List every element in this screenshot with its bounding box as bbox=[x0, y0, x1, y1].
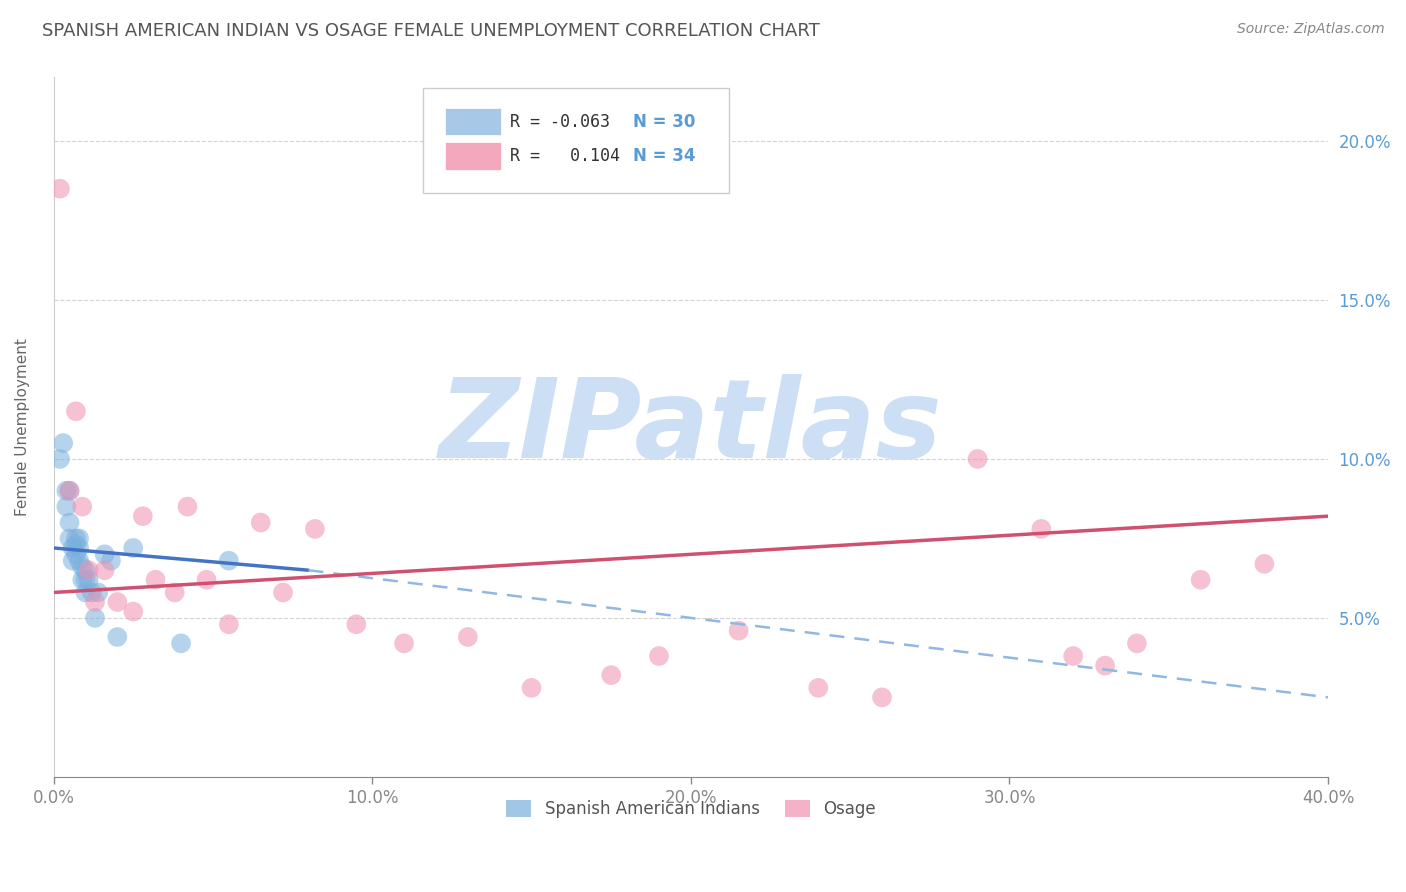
Text: ZIPatlas: ZIPatlas bbox=[439, 374, 942, 481]
Point bbox=[648, 648, 671, 663]
Point bbox=[62, 554, 84, 568]
FancyBboxPatch shape bbox=[444, 143, 501, 170]
Point bbox=[600, 668, 623, 682]
Point bbox=[58, 516, 80, 530]
Point bbox=[65, 404, 87, 418]
Point bbox=[870, 690, 893, 705]
FancyBboxPatch shape bbox=[444, 108, 501, 136]
Point bbox=[58, 483, 80, 498]
Point bbox=[49, 452, 72, 467]
Point bbox=[304, 522, 326, 536]
Point bbox=[145, 573, 167, 587]
Point bbox=[72, 500, 94, 514]
Point bbox=[77, 563, 100, 577]
Point bbox=[49, 182, 72, 196]
Point bbox=[100, 554, 122, 568]
Point bbox=[170, 636, 193, 650]
Text: SPANISH AMERICAN INDIAN VS OSAGE FEMALE UNEMPLOYMENT CORRELATION CHART: SPANISH AMERICAN INDIAN VS OSAGE FEMALE … bbox=[42, 22, 820, 40]
Point bbox=[77, 573, 100, 587]
Point bbox=[176, 500, 198, 514]
FancyBboxPatch shape bbox=[423, 88, 730, 193]
Point bbox=[72, 573, 94, 587]
Point bbox=[1189, 573, 1212, 587]
Point bbox=[67, 554, 90, 568]
Point bbox=[218, 554, 240, 568]
Point bbox=[1094, 658, 1116, 673]
Point bbox=[163, 585, 186, 599]
Text: N = 34: N = 34 bbox=[634, 147, 696, 166]
Text: Source: ZipAtlas.com: Source: ZipAtlas.com bbox=[1237, 22, 1385, 37]
Point bbox=[132, 509, 155, 524]
Point bbox=[52, 436, 75, 450]
Point bbox=[72, 560, 94, 574]
Point bbox=[93, 547, 115, 561]
Point bbox=[1031, 522, 1053, 536]
Point bbox=[75, 585, 97, 599]
Legend: Spanish American Indians, Osage: Spanish American Indians, Osage bbox=[499, 793, 882, 824]
Point bbox=[966, 452, 988, 467]
Point bbox=[1062, 648, 1084, 663]
Point bbox=[75, 573, 97, 587]
Point bbox=[80, 585, 103, 599]
Point bbox=[249, 516, 271, 530]
Point bbox=[105, 595, 128, 609]
Point bbox=[55, 500, 77, 514]
Text: R = -0.063: R = -0.063 bbox=[510, 112, 610, 130]
Text: N = 30: N = 30 bbox=[634, 112, 696, 130]
Point bbox=[67, 532, 90, 546]
Point bbox=[122, 605, 145, 619]
Point bbox=[55, 483, 77, 498]
Y-axis label: Female Unemployment: Female Unemployment bbox=[15, 338, 30, 516]
Point bbox=[271, 585, 294, 599]
Point bbox=[520, 681, 543, 695]
Point bbox=[344, 617, 367, 632]
Text: R =   0.104: R = 0.104 bbox=[510, 147, 620, 166]
Point bbox=[1253, 557, 1275, 571]
Point bbox=[1126, 636, 1149, 650]
Point bbox=[62, 541, 84, 555]
Point bbox=[218, 617, 240, 632]
Point bbox=[105, 630, 128, 644]
Point bbox=[84, 595, 107, 609]
Point bbox=[58, 483, 80, 498]
Point bbox=[75, 563, 97, 577]
Point bbox=[65, 538, 87, 552]
Point bbox=[807, 681, 830, 695]
Point bbox=[122, 541, 145, 555]
Point bbox=[457, 630, 479, 644]
Point bbox=[58, 532, 80, 546]
Point bbox=[392, 636, 415, 650]
Point bbox=[727, 624, 749, 638]
Point bbox=[65, 547, 87, 561]
Point bbox=[87, 585, 110, 599]
Point bbox=[67, 541, 90, 555]
Point bbox=[84, 611, 107, 625]
Point bbox=[93, 563, 115, 577]
Point bbox=[195, 573, 218, 587]
Point bbox=[65, 532, 87, 546]
